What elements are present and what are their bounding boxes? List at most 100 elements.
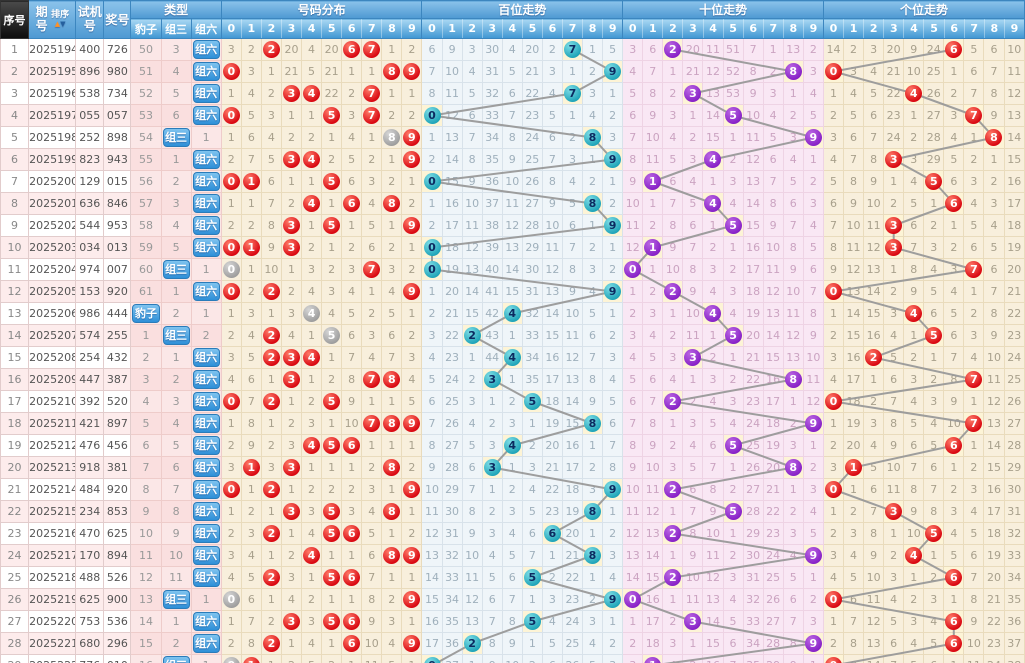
units-hit-ball: 5 — [925, 525, 943, 542]
type-hit-badge: 组六 — [192, 436, 220, 455]
cell-units-digit: 22 — [883, 82, 905, 105]
cell-serial: 15 — [0, 346, 30, 369]
cell-tens-digit: 5 — [622, 82, 644, 105]
cell-dist-digit: 1 — [280, 258, 302, 281]
cell-hundreds-digit: 2 — [581, 170, 604, 193]
cell-dist-digit: 2 — [280, 280, 302, 303]
col-header-digit: 5 — [321, 19, 341, 38]
col-header-digit: 8 — [381, 19, 401, 38]
cell-hundreds-digit: 5 — [521, 500, 543, 523]
cell-tens-digit: 3 — [802, 610, 824, 633]
cell-units-digit: 4 — [943, 522, 965, 545]
dist-hit-ball: 8 — [383, 547, 401, 564]
cell-period: 2025201 — [28, 192, 77, 215]
cell-tens-digit: 4 — [762, 104, 784, 127]
tens-hit-ball: 5 — [724, 437, 742, 454]
col-header-digit: 6 — [341, 19, 361, 38]
cell-units-digit: 20 — [842, 434, 865, 457]
cell-type-zusan: 2 — [160, 170, 192, 193]
cell-dist-digit: 2 — [381, 236, 403, 259]
cell-prize-number: 057 — [103, 104, 132, 127]
cell-tens-digit: 14 — [702, 104, 724, 127]
cell-dist-digit: 2 — [381, 588, 403, 611]
table-row: 17 2025210 392 520 4 3 组六 0 7 2 1 2 5 9 1 1 5 6 25 3 1 2 5 18 14… — [0, 390, 1025, 413]
cell-dist-digit: 2 — [341, 478, 363, 501]
cell-tens-digit: 8 — [762, 192, 784, 215]
cell-tens-digit: 10 — [762, 236, 784, 259]
cell-type-baozi: 15 — [130, 632, 162, 655]
cell-dist-digit: 1 — [260, 500, 282, 523]
cell-hundreds-digit: 4 — [602, 368, 624, 391]
type-hit-badge: 组六 — [192, 458, 220, 477]
cell-tens-digit: 9 — [642, 434, 664, 457]
cell-units-digit: 4 — [883, 324, 905, 347]
dist-hit-ball: 7 — [363, 85, 381, 102]
table-row: 5 2025198 252 898 54 组三 1 1 6 4 2 2 1 4 1 8 9 1 13 7 34 8 24 6 2… — [0, 126, 1025, 149]
cell-units-digit: 5 — [903, 654, 925, 663]
cell-dist-digit: 8 — [381, 368, 403, 391]
cell-dist-digit: 1 — [401, 500, 423, 523]
cell-type-zuliu: 组六 — [190, 148, 222, 171]
cell-units-digit: 6 — [842, 126, 865, 149]
units-hit-ball: 1 — [845, 459, 863, 476]
type-hit-badge: 组六 — [192, 62, 220, 81]
cell-dist-digit: 7 — [361, 38, 383, 61]
cell-hundreds-digit: 5 — [461, 82, 483, 105]
cell-hundreds-digit: 1 — [421, 280, 443, 303]
cell-hundreds-digit: 11 — [421, 500, 443, 523]
cell-units-digit: 2 — [883, 192, 905, 215]
table-row: 9 2025202 544 953 58 4 组六 2 2 8 3 1 5 1 5 1 9 2 17 11 38 12 28… — [0, 214, 1025, 237]
cell-tens-digit: 3 — [622, 654, 644, 663]
cell-dist-digit: 2 — [240, 214, 262, 237]
cell-units-digit: 6 — [822, 192, 845, 215]
cell-hundreds-digit: 10 — [561, 302, 583, 325]
tens-hit-ball: 5 — [724, 107, 742, 124]
cell-prize-number: 900 — [103, 588, 132, 611]
cell-tens-digit: 15 — [762, 346, 784, 369]
sort-down-icon[interactable]: ▼ — [60, 19, 66, 28]
cell-tens-digit: 3 — [682, 82, 704, 105]
sort-control[interactable]: 排序 ▲▼ — [51, 10, 69, 29]
cell-hundreds-digit: 26 — [441, 412, 463, 435]
cell-test-number: 776 — [75, 654, 105, 663]
cell-hundreds-digit: 6 — [501, 82, 523, 105]
cell-dist-digit: 3 — [260, 104, 282, 127]
cell-dist-digit: 4 — [300, 544, 323, 567]
cell-period: 2025214 — [28, 478, 77, 501]
cell-tens-digit: 20 — [682, 38, 704, 61]
cell-hundreds-digit: 2 — [421, 148, 443, 171]
cell-hundreds-digit: 1 — [581, 434, 604, 457]
cell-hundreds-digit: 1 — [541, 544, 563, 567]
type-hit-badge: 组六 — [192, 392, 220, 411]
cell-test-number: 753 — [75, 610, 105, 633]
cell-tens-digit: 8 — [622, 148, 644, 171]
cell-dist-digit: 2 — [260, 522, 282, 545]
cell-hundreds-digit: 4 — [581, 632, 604, 655]
table-row: 24 2025217 170 894 11 10 组六 3 4 1 2 4 1 1 6 8 9 13 32 10 4 5 7… — [0, 544, 1025, 567]
cell-dist-digit: 3 — [341, 500, 363, 523]
cell-units-digit: 4 — [903, 390, 925, 413]
cell-test-number: 476 — [75, 434, 105, 457]
cell-hundreds-digit: 4 — [501, 434, 523, 457]
cell-units-digit: 18 — [983, 522, 1005, 545]
cell-dist-digit: 1 — [401, 236, 423, 259]
cell-dist-digit: 7 — [240, 610, 262, 633]
cell-dist-digit: 2 — [260, 478, 282, 501]
cell-units-digit: 0 — [822, 390, 845, 413]
cell-hundreds-digit: 42 — [481, 302, 503, 325]
cell-hundreds-digit: 3 — [602, 544, 624, 567]
cell-units-digit: 4 — [943, 280, 965, 303]
col-header-digit: 9 — [1003, 19, 1024, 38]
hundreds-hit-ball: 5 — [523, 393, 541, 410]
cell-tens-digit: 4 — [642, 324, 664, 347]
cell-tens-digit: 2 — [662, 522, 684, 545]
tens-hit-ball: 0 — [624, 591, 642, 608]
cell-hundreds-digit: 1 — [521, 632, 543, 655]
sort-up-icon[interactable]: ▲ — [54, 19, 61, 28]
cell-dist-digit: 2 — [280, 544, 302, 567]
cell-hundreds-digit: 3 — [602, 654, 624, 663]
cell-hundreds-digit: 3 — [581, 82, 604, 105]
cell-dist-digit: 4 — [300, 302, 323, 325]
cell-units-digit: 24 — [923, 38, 945, 61]
cell-hundreds-digit: 3 — [461, 390, 483, 413]
